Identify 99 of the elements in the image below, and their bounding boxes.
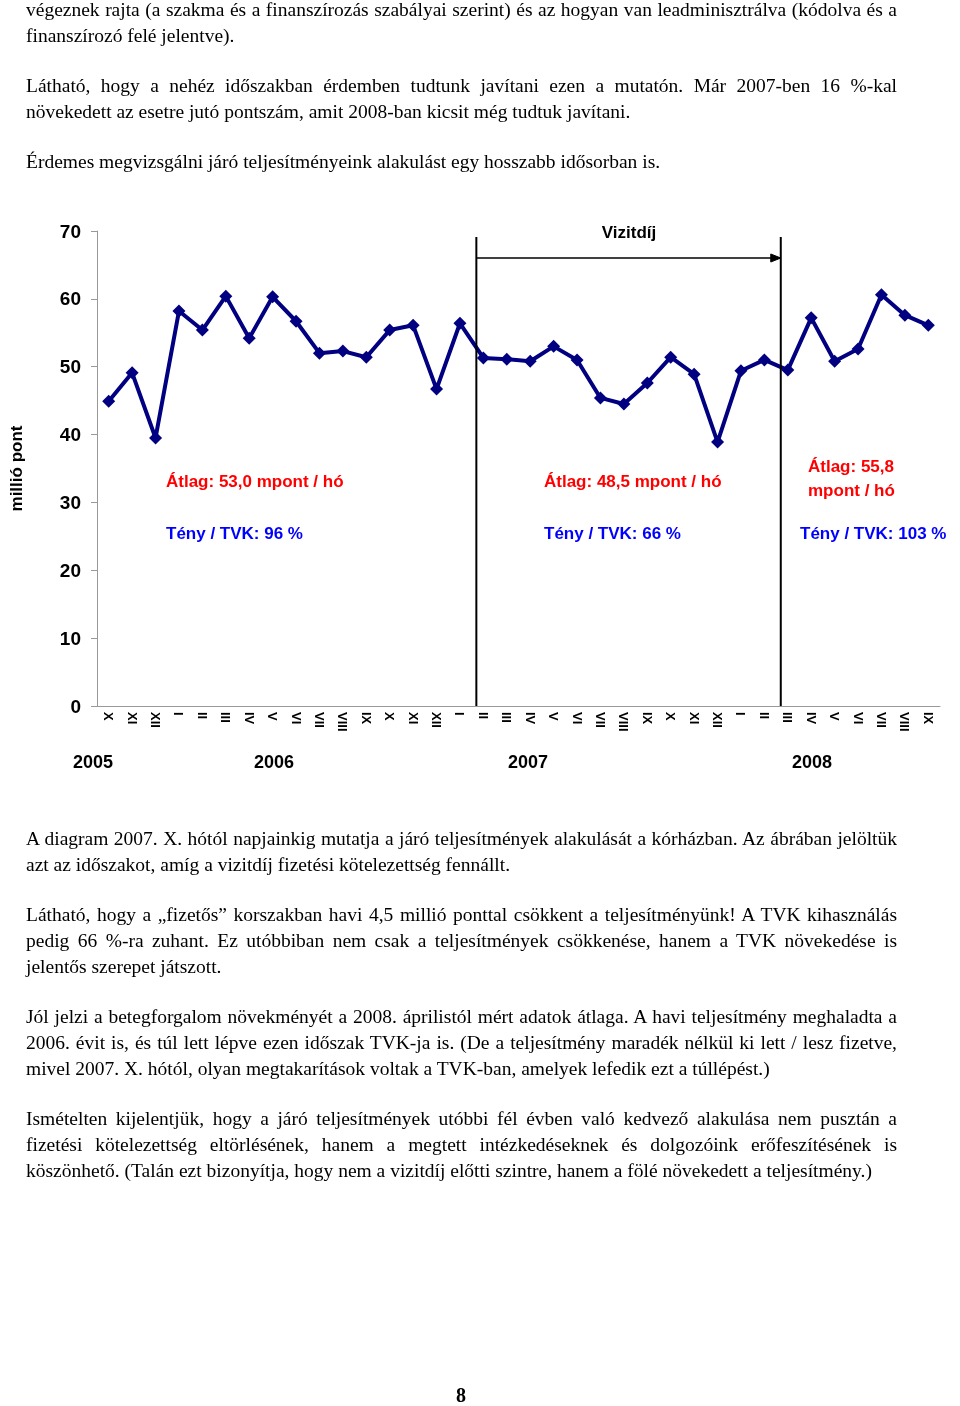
point xyxy=(125,366,139,380)
x-tick-label: IX xyxy=(920,712,936,725)
point xyxy=(242,331,256,345)
x-tick-label: I xyxy=(733,712,749,716)
x-tick-label: XII xyxy=(710,712,726,728)
point xyxy=(476,351,490,365)
point xyxy=(804,311,818,325)
point xyxy=(312,346,326,360)
x-tick-label: I xyxy=(452,712,468,716)
point xyxy=(195,323,209,337)
annotation: Átlag: 48,5 mpont / hó xyxy=(544,471,722,491)
y-tick-label: 40 xyxy=(59,424,81,446)
point xyxy=(781,363,795,377)
x-tick-label: VIII xyxy=(335,712,351,732)
x-tick-label: VIII xyxy=(897,712,913,732)
point xyxy=(570,353,584,367)
text: végeznek rajta (a szakma és a finanszírozás szabályai szerint) és az hogyan van leadminisztrálva (kódolva és a finanszírozó felé jelentve). xyxy=(26,0,897,48)
annotation: Tény / TVK: 103 % xyxy=(800,523,947,543)
point xyxy=(500,352,514,366)
x-tick-label: VII xyxy=(311,712,327,728)
point xyxy=(383,323,397,337)
x-tick-label: VII xyxy=(873,712,889,728)
x-tick-label: III xyxy=(780,712,796,723)
y-tick-label: 60 xyxy=(59,288,81,310)
point xyxy=(851,342,865,356)
text: Érdemes megvizsgálni járó teljesítményeink alakulást egy hosszabb idősorban is. xyxy=(26,150,662,174)
text: Jól jelzi a betegforgalom növekményét a 2008. áprilistól mért adatok átlaga. A havi teljesítmény meghaladta a 2006. évit is, és túl lett lépve ezen időszak TVK-ja is. (De a teljesítmény maradék nélkül ki lett / lesz fizetve, mivel 2007. X. hótól, olyan megtakarítások voltak a TVK-ban, amelyek lefedik ezt a túllépést.) xyxy=(26,1005,897,1081)
y-tick-label: 70 xyxy=(59,220,81,242)
point xyxy=(874,288,888,302)
x-tick-label: XII xyxy=(148,712,164,728)
y-tick-label: 10 xyxy=(59,627,81,649)
y-tick-label: 30 xyxy=(59,491,81,513)
x-tick-label: V xyxy=(265,712,281,721)
point xyxy=(172,304,186,318)
text: 2006 xyxy=(253,752,295,772)
y-axis-title: millió pont xyxy=(7,425,26,512)
point xyxy=(664,350,678,364)
x-tick-label: III xyxy=(218,712,234,723)
point xyxy=(921,318,935,332)
point xyxy=(828,354,842,368)
x-tick-label: X xyxy=(663,712,679,721)
text: Látható, hogy a nehéz időszakban érdemben tudtunk javítani ezen a mutatón. Már 2007-ben 16 %-kal növekedett az esetre jutó pontszám, amit 2008-ban kicsit még tudtuk javítani. xyxy=(26,74,897,124)
point xyxy=(711,435,725,449)
annotation: Vizitdíj xyxy=(601,222,657,242)
annotation: Tény / TVK: 66 % xyxy=(544,523,681,543)
x-tick-label: IV xyxy=(522,712,538,725)
x-tick-label: VI xyxy=(288,712,304,725)
x-tick-label: II xyxy=(756,712,772,720)
point xyxy=(898,308,912,322)
point xyxy=(336,344,350,358)
x-tick-label: V xyxy=(546,712,562,721)
x-tick-label: VII xyxy=(592,712,608,728)
point xyxy=(453,316,467,330)
y-tick-label: 20 xyxy=(59,559,81,581)
text: 2005 xyxy=(72,752,114,772)
annotation: Tény / TVK: 96 % xyxy=(166,523,303,543)
annotation: Átlag: 55,8 mpont / hó xyxy=(808,456,899,500)
point xyxy=(687,367,701,381)
x-tick-label: VI xyxy=(569,712,585,725)
x-tick-label: XII xyxy=(429,712,445,728)
x-tick-label: VIII xyxy=(616,712,632,732)
y-tick-label: 0 xyxy=(70,695,81,717)
text: 2008 xyxy=(791,752,833,772)
x-tick-label: IX xyxy=(639,712,655,725)
text: A diagram 2007. X. hótól napjainkig mutatja a járó teljesítmények alakulását a kórházban. Az ábrában jelöltük azt az időszakot, amíg a vizitdíj fizetési kötelezettség fennállt. xyxy=(26,827,897,877)
point xyxy=(219,289,233,303)
x-tick-label: II xyxy=(194,712,210,720)
x-tick-label: XI xyxy=(686,712,702,725)
point xyxy=(547,339,561,353)
x-tick-label: X xyxy=(382,712,398,721)
point xyxy=(593,391,607,405)
text: Ismételten kijelentjük, hogy a járó teljesítmények utóbbi fél évben való kedvező alakulása nem pusztán a fizetési kötelezettség eltörlésének, hanem a megtett intézkedéseknek és dolgozóink erőfeszítésének is köszönhető. (Talán ezt bizonyítja, hogy nem a vizitdíj előtti szintre, hanem a fölé növekedett a teljesítmény.) xyxy=(26,1107,897,1183)
text: Látható, hogy a „fizetős” korszakban havi 4,5 millió ponttal csökkent a teljesítményünk! A TVK kihasználás pedig 66 %-ra zuhant. Ez utóbbiban nem csak a teljesítmények csökkenése, hanem a TVK növekedése is jelentős szerepet játszott. xyxy=(26,903,897,979)
x-tick-label: V xyxy=(827,712,843,721)
x-tick-label: IV xyxy=(241,712,257,725)
x-tick-label: XI xyxy=(124,712,140,725)
x-tick-label: III xyxy=(499,712,515,723)
x-tick-label: XI xyxy=(405,712,421,725)
text: 8 xyxy=(455,1384,467,1406)
point xyxy=(430,382,444,396)
x-tick-label: VI xyxy=(850,712,866,725)
x-tick-label: I xyxy=(171,712,187,716)
point xyxy=(266,290,280,304)
point xyxy=(359,350,373,364)
point xyxy=(102,394,116,408)
point xyxy=(757,353,771,367)
x-tick-label: IX xyxy=(358,712,374,725)
point xyxy=(617,397,631,411)
x-tick-label: X xyxy=(101,712,117,721)
point xyxy=(289,314,303,328)
text: 2007 xyxy=(507,752,549,772)
annotation: Átlag: 53,0 mpont / hó xyxy=(166,471,344,491)
y-tick-label: 50 xyxy=(59,356,81,378)
point xyxy=(523,354,537,368)
point xyxy=(640,376,654,390)
x-tick-label: IV xyxy=(803,712,819,725)
x-tick-label: II xyxy=(475,712,491,720)
point xyxy=(734,364,748,378)
point xyxy=(406,318,420,332)
